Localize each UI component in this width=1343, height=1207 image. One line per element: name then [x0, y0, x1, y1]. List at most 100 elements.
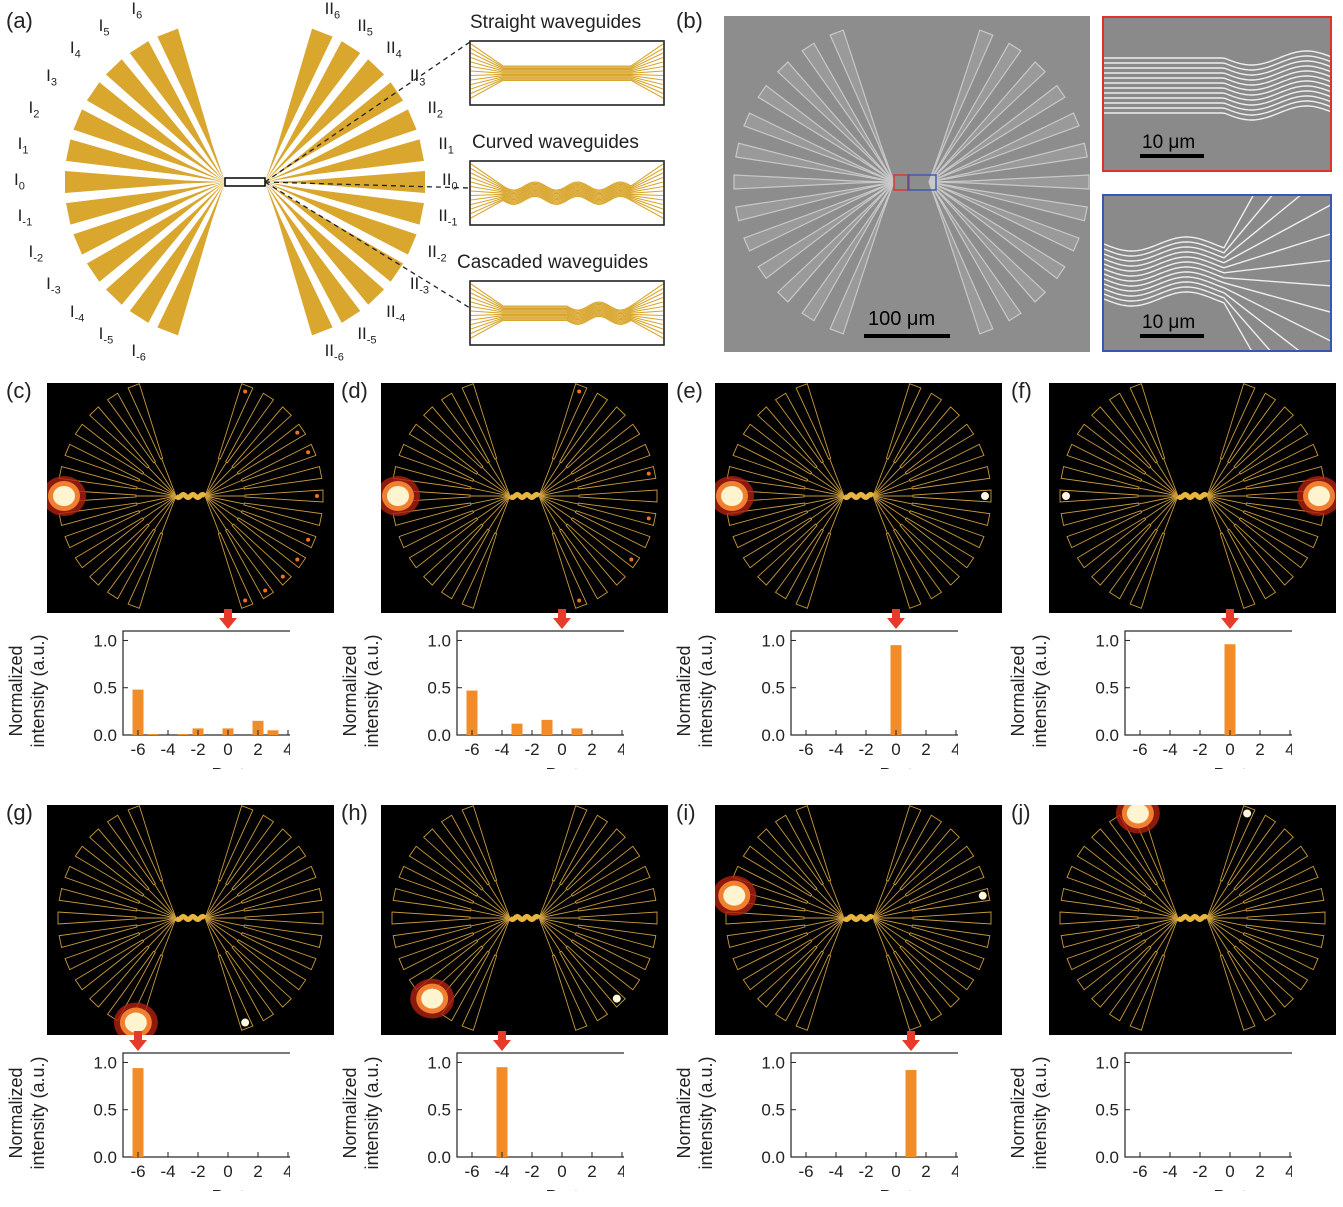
right-waveguide-outline	[565, 828, 626, 891]
left-waveguide-outline	[1129, 532, 1166, 609]
right-waveguide-outline	[551, 954, 588, 1031]
x-tick-label: 2	[921, 740, 930, 759]
inset-waveguide	[470, 305, 664, 317]
right-waveguide-outline	[1245, 466, 1325, 490]
x-axis-label: Port	[1213, 1187, 1246, 1191]
scale-label-10um-bottom: 10 μm	[1142, 312, 1196, 333]
left-waveguide-outline	[1060, 466, 1140, 490]
inset-waveguide	[470, 76, 664, 86]
left-taper-line	[481, 466, 511, 497]
central-waveguide-section	[508, 913, 541, 923]
left-waveguide-outline	[1066, 865, 1143, 904]
left-waveguide-outline	[461, 954, 498, 1031]
right-waveguide-outline	[1233, 406, 1294, 469]
right-fan-waveguide	[265, 82, 404, 182]
sem-waveguide	[928, 181, 1047, 303]
left-waveguide-outline	[726, 924, 806, 948]
x-tick-label: 0	[223, 1162, 232, 1181]
left-taper-line	[1144, 495, 1179, 520]
right-waveguide-outline	[899, 523, 960, 586]
right-waveguide-outline	[1245, 924, 1325, 948]
output-hot-spot	[612, 994, 621, 1003]
y-axis-label-line2: intensity (a.u.)	[362, 634, 382, 747]
x-tick-label: -4	[1162, 1162, 1177, 1181]
left-waveguide-outline	[398, 510, 475, 549]
curved-waveguides-inset	[469, 160, 665, 226]
inset-waveguide	[470, 301, 664, 316]
right-taper-line	[538, 880, 554, 919]
right-port-label: II-5	[357, 324, 377, 347]
right-waveguide-outline	[904, 423, 975, 475]
microscope-image	[715, 383, 1002, 613]
right-taper-line	[204, 479, 242, 497]
right-taper-line	[204, 917, 234, 948]
input-glow-core	[387, 486, 409, 506]
right-waveguide-outline	[1227, 814, 1277, 886]
right-taper-line	[872, 894, 907, 919]
y-axis-label-line1: Normalized	[340, 1067, 360, 1158]
right-taper-line	[204, 495, 227, 530]
inset-waveguide	[470, 308, 664, 318]
plot-frame	[122, 630, 290, 736]
left-taper-line	[495, 458, 511, 497]
right-taper-line	[204, 495, 242, 513]
right-waveguide-outline	[565, 523, 626, 586]
inset-waveguide	[470, 191, 664, 201]
sem-inset-waveguide	[1104, 85, 1330, 101]
left-waveguide-outline	[1066, 510, 1143, 549]
left-port-label: I2	[28, 98, 40, 121]
left-waveguide-outline	[127, 532, 164, 609]
right-taper-line	[204, 458, 220, 497]
right-taper-line	[204, 917, 220, 956]
left-waveguide-outline	[392, 888, 472, 912]
left-waveguide-outline	[423, 406, 484, 469]
left-taper-line	[815, 917, 845, 948]
input-port-arrow	[1221, 609, 1239, 629]
right-taper-line	[1206, 884, 1229, 919]
left-taper-line	[822, 917, 845, 952]
y-tick-label: 1.0	[427, 1053, 451, 1072]
right-taper-line	[1206, 909, 1247, 919]
x-tick-label: 4	[617, 740, 624, 759]
output-hot-spot	[646, 516, 651, 521]
right-waveguide-outline	[574, 932, 651, 971]
right-waveguide-outline	[577, 466, 657, 490]
left-taper-line	[1141, 495, 1179, 513]
right-taper-line	[1206, 888, 1236, 919]
panel-label-h: (h)	[341, 800, 368, 825]
left-taper-line	[488, 495, 511, 530]
right-taper-line	[1206, 495, 1236, 526]
right-taper-line	[204, 880, 220, 919]
sem-image-main: 100 μm	[724, 16, 1090, 352]
right-taper-line	[538, 458, 554, 497]
left-port-label: I0	[14, 170, 25, 193]
right-taper-line	[872, 901, 910, 919]
right-waveguide-outline	[570, 939, 641, 991]
sem-inset-waveguide	[1104, 266, 1330, 287]
inset-waveguide	[470, 288, 664, 312]
right-taper-line	[872, 917, 902, 948]
x-tick-label: 0	[891, 740, 900, 759]
left-taper-line	[139, 495, 177, 513]
right-waveguide-outline	[231, 945, 292, 1008]
inset-waveguide	[470, 172, 664, 193]
inset-waveguide	[470, 185, 664, 197]
right-waveguide-outline	[577, 888, 657, 912]
sem-waveguide	[928, 112, 1080, 183]
inset-waveguide	[470, 192, 664, 206]
sem-inset-waveguide	[1104, 291, 1252, 350]
bar-port	[267, 730, 279, 735]
sem-waveguide	[735, 142, 895, 183]
x-tick-label: -6	[130, 1162, 145, 1181]
left-waveguide-outline	[726, 502, 806, 526]
left-taper-line	[1156, 495, 1179, 530]
right-waveguide-outline	[570, 423, 641, 475]
inset-waveguide	[470, 313, 664, 330]
right-taper-line	[872, 884, 895, 919]
left-waveguide-outline	[398, 932, 475, 971]
bar-chart: 0.00.51.0-6-4-20246PortNormalizedintensi…	[674, 609, 958, 769]
x-tick-label: 2	[587, 1162, 596, 1181]
output-hot-spot	[577, 598, 582, 603]
left-waveguide-outline	[1091, 523, 1152, 586]
x-tick-label: 0	[891, 1162, 900, 1181]
